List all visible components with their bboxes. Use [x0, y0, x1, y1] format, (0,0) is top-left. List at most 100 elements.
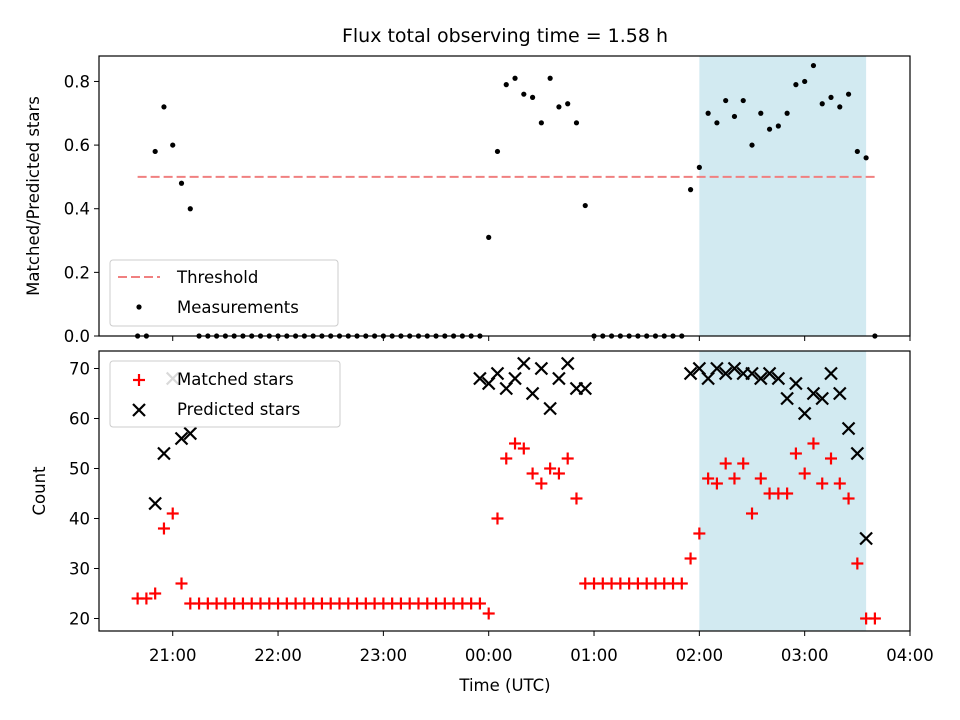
measurement-point — [687, 187, 694, 193]
y-tick-label: 20 — [69, 610, 90, 629]
predicted-star-point — [833, 386, 847, 401]
matched-star-point — [157, 522, 170, 535]
matched-star-point — [868, 612, 881, 625]
top-y-ticks: 0.0 0.2 0.4 0.6 0.8 — [64, 72, 99, 346]
measurement-point — [775, 123, 781, 129]
predicted-star-point-b — [841, 421, 856, 436]
matched-star-point — [807, 437, 820, 450]
measurement-point — [705, 110, 711, 116]
predicted-star-point — [727, 361, 742, 376]
matched-star-point — [140, 592, 153, 605]
predicted-star-point-b — [815, 391, 830, 406]
measurement-point — [854, 148, 860, 155]
matched-star-point — [851, 557, 864, 570]
matched-star-point — [526, 467, 539, 480]
legend-predicted-label: Predicted stars — [177, 400, 300, 419]
chart-title: Flux total observing time = 1.58 h — [342, 25, 668, 47]
predicted-star-point-b — [174, 431, 189, 446]
predicted-star-point — [850, 446, 865, 461]
y-tick-label: 0.4 — [64, 200, 90, 219]
matched-star-point — [833, 477, 846, 490]
matched-star-point — [781, 487, 794, 500]
measurement-point — [512, 75, 518, 81]
matched-star-point — [517, 442, 530, 455]
legend-matched-swatch — [133, 374, 145, 386]
predicted-star-point-b — [745, 366, 759, 381]
measurement-point — [845, 91, 852, 97]
predicted-star-point — [183, 426, 198, 441]
measurement-point — [521, 91, 527, 97]
measurement-point — [152, 148, 158, 155]
predicted-star-point-b — [543, 401, 557, 416]
predicted-star-point — [508, 371, 522, 386]
matched-star-point — [570, 492, 583, 505]
x-tick-label: 04:00 — [886, 646, 934, 665]
measurement-point — [784, 110, 790, 116]
y-tick-label: 30 — [69, 560, 90, 579]
measurement-point — [714, 120, 720, 126]
top-legend-box — [109, 259, 339, 327]
matched-star-point — [789, 447, 802, 460]
predicted-star-point-b — [560, 356, 575, 371]
predicted-star-point-b — [727, 361, 742, 376]
predicted-star-point-b — [148, 496, 162, 511]
bottom-x-ticks: 21:00 22:00 23:00 00:00 01:00 02:00 03:00 04:00 — [149, 631, 934, 665]
measurement-point — [161, 104, 167, 110]
predicted-star-point — [157, 446, 171, 461]
matched-star-point — [500, 452, 513, 465]
predicted-star-point-b — [850, 446, 865, 461]
measurement-point — [696, 164, 702, 170]
predicted-star-point — [859, 531, 873, 546]
predicted-star-point — [517, 356, 531, 371]
predicted-star-point — [683, 366, 698, 381]
predicted-star-point — [824, 366, 838, 381]
measurement-point — [565, 101, 571, 107]
measurement-point — [793, 82, 799, 88]
matched-star-point — [798, 467, 811, 480]
y-tick-label: 0.6 — [64, 136, 90, 155]
matched-star-point — [737, 457, 750, 470]
predicted-star-point-b — [789, 376, 803, 391]
predicted-star-point-b — [157, 446, 171, 461]
top-highlight-window — [699, 56, 867, 336]
matched-star-point — [684, 552, 697, 565]
predicted-star-point — [148, 496, 162, 511]
measurement-point — [529, 94, 536, 100]
measurement-point — [810, 62, 817, 69]
x-tick-label: 23:00 — [360, 646, 408, 665]
predicted-star-point — [780, 391, 794, 406]
measurement-point — [802, 78, 808, 85]
predicted-star-point-b — [824, 366, 838, 381]
matched-star-point — [746, 507, 759, 520]
matched-star-point — [816, 477, 829, 490]
predicted-star-point-b — [517, 356, 531, 371]
matched-star-point — [728, 472, 741, 485]
top-legend: Threshold Measurements — [109, 259, 339, 327]
bottom-y-axis-label: Count — [30, 466, 49, 516]
measurement-point — [187, 206, 193, 212]
measurement-point — [758, 110, 764, 116]
predicted-star-point — [490, 366, 505, 381]
x-tick-label: 22:00 — [254, 646, 302, 665]
predicted-star-point-b — [762, 366, 777, 381]
measurement-point — [731, 113, 738, 120]
measurement-point — [486, 234, 492, 240]
measurement-point — [494, 148, 501, 155]
measurement-point — [749, 142, 755, 148]
measurement-point — [723, 97, 729, 104]
y-tick-label: 70 — [69, 360, 90, 379]
bottom-y-ticks: 20 30 40 50 60 70 — [69, 360, 99, 629]
x-axis-label: Time (UTC) — [458, 676, 550, 695]
bottom-highlight-window — [699, 351, 867, 631]
legend-predicted-swatch — [132, 403, 146, 417]
matched-star-point — [842, 492, 855, 505]
predicted-star-point-b — [692, 361, 707, 376]
measurement-point — [547, 75, 553, 81]
matched-star-point — [473, 597, 486, 610]
predicted-star-point — [718, 366, 733, 381]
measurement-point — [178, 180, 185, 186]
x-tick-label: 01:00 — [570, 646, 618, 665]
matched-star-point — [482, 607, 495, 620]
top-plot-frame — [98, 55, 911, 337]
measurement-point — [863, 155, 869, 161]
